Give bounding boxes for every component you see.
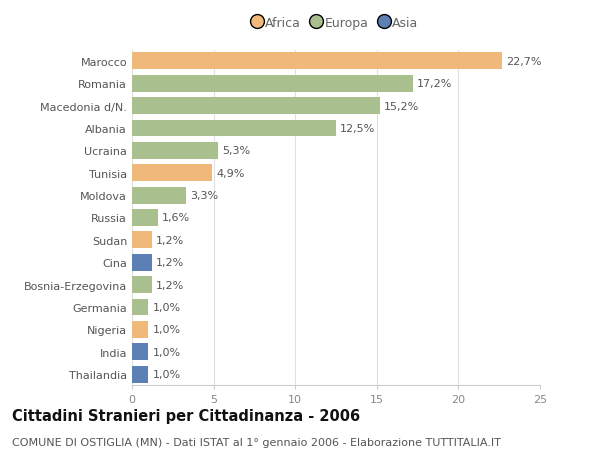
Bar — [132, 299, 148, 316]
Text: 12,5%: 12,5% — [340, 123, 376, 134]
Text: Cittadini Stranieri per Cittadinanza - 2006: Cittadini Stranieri per Cittadinanza - 2… — [12, 408, 360, 423]
Text: 1,2%: 1,2% — [155, 257, 184, 268]
Bar — [132, 76, 413, 92]
Text: 15,2%: 15,2% — [384, 101, 419, 112]
Text: 17,2%: 17,2% — [417, 79, 452, 89]
Text: 5,3%: 5,3% — [223, 146, 251, 156]
Text: 1,0%: 1,0% — [152, 347, 181, 357]
Bar — [132, 254, 152, 271]
Text: 1,6%: 1,6% — [162, 213, 190, 223]
Bar — [132, 344, 148, 360]
Legend: Africa, Europa, Asia: Africa, Europa, Asia — [254, 17, 418, 29]
Text: 22,7%: 22,7% — [506, 56, 542, 67]
Bar — [132, 321, 148, 338]
Text: 3,3%: 3,3% — [190, 190, 218, 201]
Text: 1,0%: 1,0% — [152, 325, 181, 335]
Bar — [132, 120, 336, 137]
Text: 1,2%: 1,2% — [155, 280, 184, 290]
Bar — [132, 366, 148, 383]
Bar — [132, 98, 380, 115]
Bar — [132, 53, 502, 70]
Bar — [132, 210, 158, 226]
Bar — [132, 143, 218, 159]
Bar — [132, 187, 186, 204]
Text: 1,0%: 1,0% — [152, 369, 181, 380]
Text: 1,2%: 1,2% — [155, 235, 184, 246]
Text: COMUNE DI OSTIGLIA (MN) - Dati ISTAT al 1° gennaio 2006 - Elaborazione TUTTITALI: COMUNE DI OSTIGLIA (MN) - Dati ISTAT al … — [12, 437, 501, 447]
Bar — [132, 232, 152, 249]
Bar — [132, 277, 152, 293]
Text: 1,0%: 1,0% — [152, 302, 181, 313]
Bar — [132, 165, 212, 182]
Text: 4,9%: 4,9% — [216, 168, 244, 179]
